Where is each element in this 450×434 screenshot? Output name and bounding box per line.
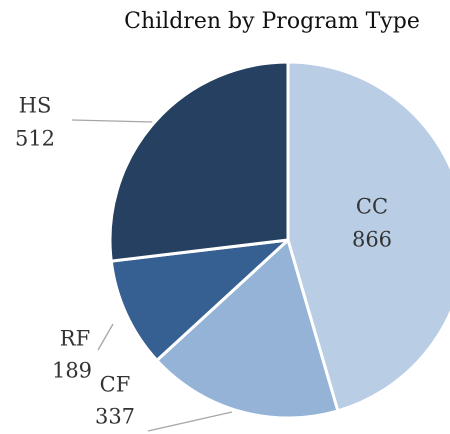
leader-line — [97, 323, 114, 351]
data-label-name: CC — [356, 195, 388, 219]
leader-line — [71, 119, 153, 123]
data-label-name: RF — [60, 327, 90, 351]
pie-slice — [155, 238, 340, 420]
chart-title: Children by Program Type — [124, 9, 420, 34]
data-label-value: 866 — [352, 228, 392, 252]
pie-slice — [108, 60, 290, 263]
pie-slice — [286, 60, 450, 413]
leader-line — [147, 411, 233, 432]
data-label-name: HS — [19, 94, 52, 118]
data-label-name: CF — [100, 373, 131, 397]
data-label-value: 189 — [52, 359, 92, 383]
pie-slice — [109, 238, 290, 362]
data-label-value: 337 — [95, 405, 135, 429]
pie — [108, 60, 450, 420]
data-label-value: 512 — [15, 127, 55, 151]
